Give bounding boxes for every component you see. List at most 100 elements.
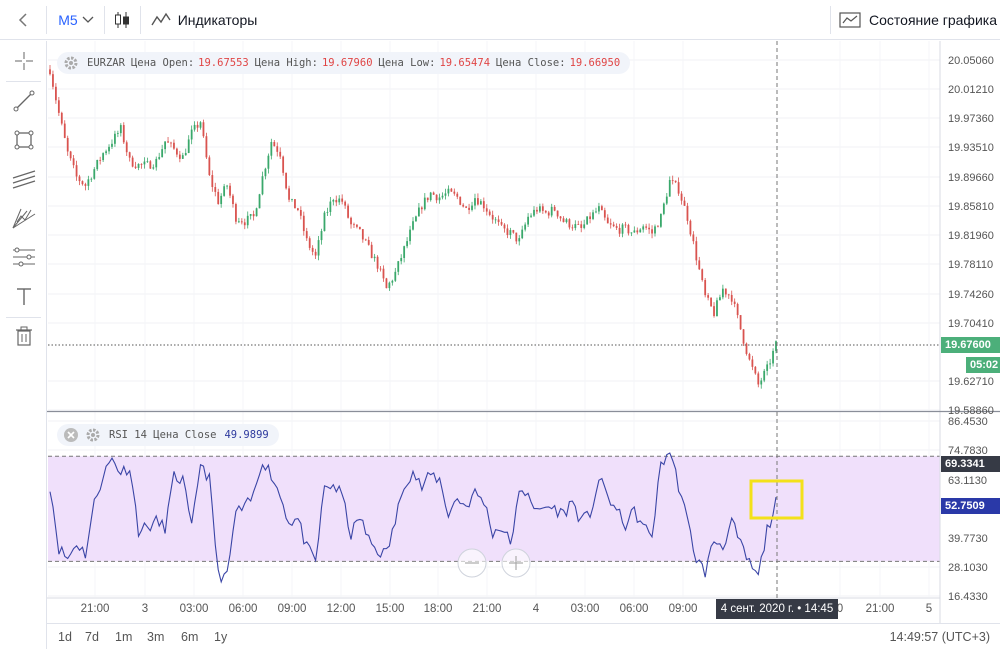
range-3m[interactable]: 3m [147,630,165,644]
candle-body [187,139,190,153]
back-button[interactable] [0,0,46,40]
range-1d[interactable]: 1d [58,630,72,644]
candle-body [223,186,226,196]
crosshair-tool[interactable] [9,46,39,76]
candle-body [482,201,485,209]
top-toolbar: M5 Индикаторы Состояние графика [0,0,1000,40]
range-6m[interactable]: 6m [181,630,199,644]
candle-body [299,209,302,216]
candle-body [713,306,715,317]
candle-body [701,269,704,280]
gear-icon[interactable] [85,427,101,443]
rectangle-tool[interactable] [9,125,39,155]
candle-body [308,238,311,248]
rsi-legend-value: 49.9899 [224,429,269,441]
drawing-toolbar [0,41,47,649]
parallel-channel-icon [12,170,36,189]
candle-body [736,303,739,316]
toolbar-divider [140,6,141,34]
candle-body [689,220,692,235]
candle-body [376,256,379,269]
close-icon[interactable] [63,427,79,443]
crosshair-time-tag: 4 сент. 2020 г. • 14:45 [716,599,838,619]
candle-body [692,234,695,242]
fan-tool[interactable] [9,203,39,233]
legend-close-value: 19.66950 [569,57,621,69]
interval-selector[interactable]: M5 [48,0,104,40]
candle-body [356,224,358,227]
candle-body [600,206,603,211]
candle-body [586,216,589,225]
candle-body [668,180,671,197]
candle-body [332,199,335,202]
price-candles [49,64,777,389]
zoom-in-button[interactable] [501,548,531,578]
tool-divider [6,81,41,82]
candle-body [580,224,583,228]
text-tool[interactable] [9,281,39,311]
channel-tool[interactable] [9,164,39,194]
candle-body [474,198,476,206]
candle-body [229,185,231,196]
range-1y[interactable]: 1y [214,630,228,644]
candle-body [297,208,299,210]
rsi-levels [48,455,940,562]
candle-body [730,294,733,302]
chart-type-button[interactable] [106,0,138,40]
time-tick-label: 12:00 [327,603,356,615]
zoom-out-button[interactable] [457,548,487,578]
candle-body [636,230,639,233]
candle-body [279,151,282,157]
time-tick-label: 09:00 [669,603,698,615]
candle-body [574,224,577,229]
rsi-current-tag: 52.7509 [941,498,1000,514]
rsi-band [48,456,940,562]
candle-body [547,212,550,216]
candle-body [468,207,470,210]
candle-body [748,353,751,360]
gear-icon[interactable] [63,55,79,71]
candle-body [751,359,754,367]
time-tick-label: 03:00 [180,603,209,615]
candle-body [134,166,137,168]
candle-body [479,201,482,205]
rsi-upper-value: 69.3341 [945,458,985,470]
candle-body [270,142,273,156]
candle-body [388,282,391,289]
candle-body [695,241,698,261]
candle-body [193,124,196,130]
candle-body [87,179,90,186]
candle-body [338,198,341,203]
candle-body [686,205,689,221]
range-1m[interactable]: 1m [115,630,133,644]
time-tick-label: 21:00 [473,603,502,615]
legend-close-label: Цена Close: [496,57,566,69]
fibonacci-tool[interactable] [9,242,39,272]
candle-body [488,211,491,215]
candle-body [595,211,597,213]
rsi-tick-label: 86.4530 [948,416,988,428]
indicators-button[interactable]: Индикаторы [146,0,262,40]
candle-body [627,224,630,234]
chart-state-button[interactable]: Состояние графика [836,0,1000,40]
candle-body [441,195,444,198]
time-tick-label: 4 [533,603,540,615]
trend-line-tool[interactable] [9,86,39,116]
candle-body [397,261,400,272]
candle-body [114,133,116,144]
candle-body [173,142,175,149]
indicators-label: Индикаторы [177,12,258,28]
candle-body [621,224,624,234]
gann-fan-icon [12,208,36,229]
candle-body [745,343,748,354]
candle-body [196,124,199,128]
delete-drawings-tool[interactable] [9,321,39,351]
candle-body [485,208,488,212]
candle-body [500,222,503,225]
range-7d[interactable]: 7d [85,630,99,644]
candle-body [420,207,423,210]
candle-body [158,157,161,159]
candle-body [128,152,131,158]
candle-body [654,226,656,234]
